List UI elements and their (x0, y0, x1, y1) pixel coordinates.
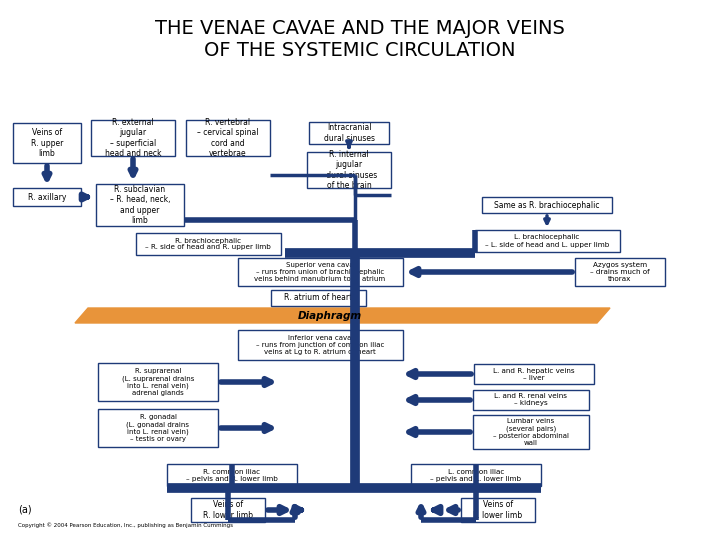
FancyBboxPatch shape (411, 464, 541, 486)
FancyBboxPatch shape (575, 258, 665, 286)
FancyBboxPatch shape (461, 498, 535, 522)
FancyBboxPatch shape (13, 123, 81, 163)
Text: R. vertebral
– cervical spinal
cord and
vertebrae: R. vertebral – cervical spinal cord and … (197, 118, 258, 158)
FancyBboxPatch shape (238, 330, 402, 360)
FancyBboxPatch shape (307, 152, 391, 188)
Text: L. and R. renal veins
– kidneys: L. and R. renal veins – kidneys (495, 394, 567, 407)
Text: THE VENAE CAVAE AND THE MAJOR VEINS: THE VENAE CAVAE AND THE MAJOR VEINS (155, 18, 565, 37)
FancyBboxPatch shape (96, 184, 184, 226)
Text: Lumbar veins
(several pairs)
– posterior abdominal
wall: Lumbar veins (several pairs) – posterior… (493, 418, 569, 445)
FancyBboxPatch shape (91, 120, 175, 156)
FancyBboxPatch shape (186, 120, 270, 156)
Text: Intracranial
dural sinuses: Intracranial dural sinuses (323, 123, 374, 143)
FancyBboxPatch shape (98, 409, 218, 447)
FancyBboxPatch shape (13, 188, 81, 206)
FancyBboxPatch shape (98, 363, 218, 401)
Text: L. common iliac
– pelvis and L. lower limb: L. common iliac – pelvis and L. lower li… (431, 469, 521, 482)
FancyBboxPatch shape (135, 233, 281, 255)
Text: Superior vena cava
– runs from union of brachiocephalic
veins behind manubrium t: Superior vena cava – runs from union of … (254, 262, 386, 282)
Text: R. common iliac
– pelvis and R. lower limb: R. common iliac – pelvis and R. lower li… (186, 469, 278, 482)
Text: OF THE SYSTEMIC CIRCULATION: OF THE SYSTEMIC CIRCULATION (204, 40, 516, 59)
Text: Inferior vena cava
– runs from junction of common iliac
veins at Lg to R. atrium: Inferior vena cava – runs from junction … (256, 335, 384, 355)
FancyBboxPatch shape (482, 197, 612, 213)
Text: Veins of
R. upper
limb: Veins of R. upper limb (31, 128, 63, 158)
Text: R. axillary: R. axillary (28, 192, 66, 201)
Text: (a): (a) (18, 504, 32, 514)
Text: L. and R. hepatic veins
– liver: L. and R. hepatic veins – liver (493, 368, 575, 381)
Text: Azygos system
– drains much of
thorax: Azygos system – drains much of thorax (590, 262, 650, 282)
Text: R. suprarenal
(L. suprarenal drains
into L. renal vein)
adrenal glands: R. suprarenal (L. suprarenal drains into… (122, 368, 194, 396)
Text: Copyright © 2004 Pearson Education, Inc., publishing as Benjamin Cummings: Copyright © 2004 Pearson Education, Inc.… (18, 522, 233, 528)
Text: R. gonadal
(L. gonadal drains
into L. renal vein)
– testis or ovary: R. gonadal (L. gonadal drains into L. re… (127, 414, 189, 442)
Text: R. atrium of heart: R. atrium of heart (284, 294, 352, 302)
Text: L. brachiocephalic
– L. side of head and L. upper limb: L. brachiocephalic – L. side of head and… (485, 234, 609, 247)
FancyBboxPatch shape (473, 390, 589, 410)
FancyBboxPatch shape (271, 290, 366, 306)
Text: Same as R. brachiocephalic: Same as R. brachiocephalic (494, 200, 600, 210)
Text: Veins of
R. lower limb: Veins of R. lower limb (203, 500, 253, 519)
FancyBboxPatch shape (473, 415, 589, 449)
Text: R. internal
jugular
– dural sinuses
of the brain: R. internal jugular – dural sinuses of t… (320, 150, 377, 190)
FancyBboxPatch shape (309, 122, 389, 144)
Text: R. subclavian
– R. head, neck,
and upper
limb: R. subclavian – R. head, neck, and upper… (109, 185, 170, 225)
FancyBboxPatch shape (191, 498, 265, 522)
Polygon shape (75, 308, 610, 323)
Text: R. brachiocephalic
– R. side of head and R. upper limb: R. brachiocephalic – R. side of head and… (145, 238, 271, 251)
Text: Veins of
L. lower limb: Veins of L. lower limb (474, 500, 523, 519)
FancyBboxPatch shape (167, 464, 297, 486)
Text: Diaphragm: Diaphragm (298, 311, 362, 321)
FancyBboxPatch shape (238, 258, 402, 286)
FancyBboxPatch shape (474, 230, 619, 252)
FancyBboxPatch shape (474, 364, 594, 384)
Text: R. external
jugular
– superficial
head and neck: R. external jugular – superficial head a… (104, 118, 161, 158)
